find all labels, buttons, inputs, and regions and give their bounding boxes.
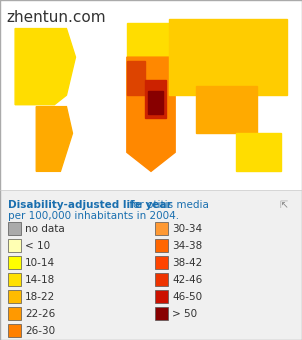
Text: 30-34: 30-34 (172, 224, 202, 234)
Text: 42-46: 42-46 (172, 275, 202, 285)
Text: 10-14: 10-14 (25, 258, 55, 268)
Polygon shape (36, 107, 72, 171)
Polygon shape (236, 133, 281, 171)
Bar (8, 307, 21, 320)
Text: ⇱: ⇱ (280, 200, 288, 210)
Text: 26-30: 26-30 (25, 326, 55, 336)
Polygon shape (15, 29, 76, 105)
Text: < 10: < 10 (25, 241, 50, 251)
Text: for otitis media: for otitis media (126, 200, 209, 210)
Text: Disability-adjusted life year: Disability-adjusted life year (8, 200, 172, 210)
Polygon shape (169, 19, 287, 95)
Text: 22-26: 22-26 (25, 309, 55, 319)
Polygon shape (196, 86, 257, 133)
Text: > 50: > 50 (172, 309, 197, 319)
Bar (155, 273, 168, 286)
Bar (8, 222, 21, 235)
Text: 46-50: 46-50 (172, 292, 202, 302)
Bar (155, 307, 168, 320)
Polygon shape (127, 61, 145, 95)
Text: no data: no data (25, 224, 65, 234)
Bar (8, 290, 21, 303)
Polygon shape (145, 80, 166, 118)
Text: per 100,000 inhabitants in 2004.: per 100,000 inhabitants in 2004. (8, 211, 179, 221)
Bar (155, 256, 168, 269)
Text: 14-18: 14-18 (25, 275, 55, 285)
Bar (8, 239, 21, 252)
Polygon shape (127, 57, 175, 171)
Polygon shape (127, 23, 169, 57)
Bar (8, 273, 21, 286)
Bar (155, 290, 168, 303)
Polygon shape (148, 91, 163, 114)
Bar (8, 256, 21, 269)
Text: zhentun.com: zhentun.com (6, 10, 106, 24)
Bar (8, 324, 21, 337)
Bar (155, 222, 168, 235)
Text: 18-22: 18-22 (25, 292, 55, 302)
Text: 38-42: 38-42 (172, 258, 202, 268)
Text: 34-38: 34-38 (172, 241, 202, 251)
Bar (155, 239, 168, 252)
